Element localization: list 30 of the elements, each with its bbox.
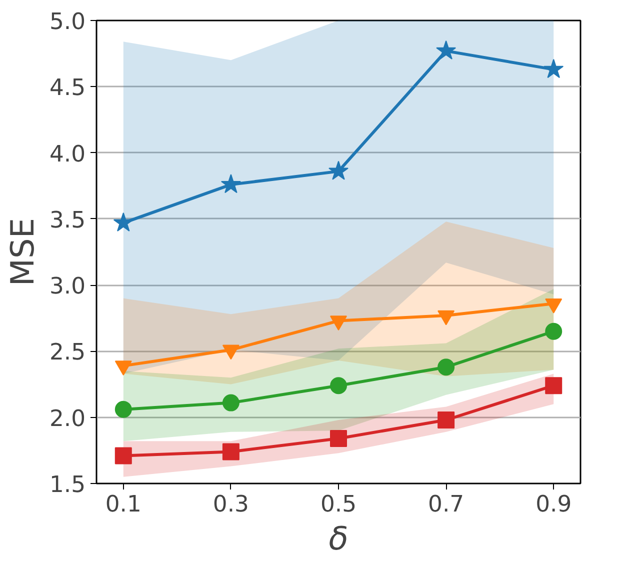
y-tick-label: 3.5 — [49, 207, 86, 234]
y-tick-label: 3.0 — [49, 274, 86, 300]
point — [113, 212, 134, 232]
y-tick-label: 5.0 — [49, 9, 86, 35]
point — [220, 174, 241, 194]
point — [545, 377, 562, 394]
y-axis-title: MSE — [3, 218, 42, 286]
x-tick-label: 0.3 — [212, 492, 249, 518]
point — [438, 358, 455, 376]
point — [544, 58, 564, 78]
y-tick-label: 4.5 — [49, 75, 86, 102]
point — [222, 443, 240, 460]
point — [114, 447, 132, 464]
y-tick-label: 2.5 — [49, 340, 86, 366]
point — [114, 400, 132, 418]
x-tick-label: 0.7 — [428, 492, 464, 518]
point — [222, 394, 240, 412]
point — [438, 412, 455, 429]
x-tick-label: 0.9 — [536, 492, 572, 518]
point — [328, 160, 349, 180]
x-tick-label: 0.1 — [105, 492, 142, 518]
point — [436, 40, 456, 60]
x-axis-title: δ — [328, 520, 348, 558]
point — [330, 377, 347, 394]
y-tick-label: 2.0 — [49, 406, 86, 432]
x-tick-label: 0.5 — [320, 492, 357, 518]
y-tick-label: 4.0 — [49, 141, 86, 168]
y-tick-label: 1.5 — [49, 472, 86, 498]
point — [545, 322, 562, 340]
point — [330, 430, 347, 448]
